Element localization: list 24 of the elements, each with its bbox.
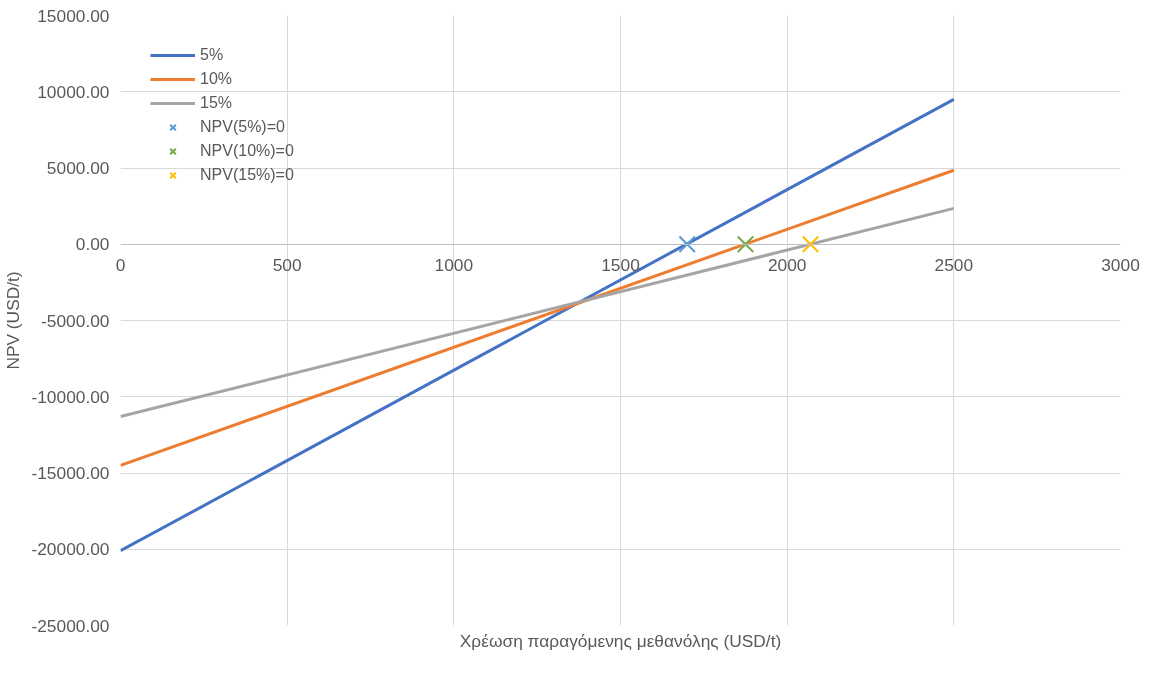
x-tick-label: 1500: [601, 254, 640, 275]
y-tick-label: -15000.00: [31, 463, 110, 483]
y-tick-label: -5000.00: [41, 310, 110, 331]
y-tick-label: 5000.00: [46, 158, 110, 178]
x-tick-label: 0: [115, 254, 126, 275]
y-axis-title: NPV (USD/t): [3, 271, 24, 370]
legend-label: 5%: [200, 46, 224, 64]
x-axis-title: Χρέωση παραγόμενης μεθανόλης (USD/t): [459, 630, 782, 651]
y-tick-label: -10000.00: [31, 386, 110, 407]
legend-label: NPV(5%)=0: [200, 118, 285, 136]
y-tick-label: 0.00: [75, 234, 110, 255]
x-tick-label: 3000: [1101, 254, 1140, 275]
legend-label: 10%: [200, 70, 233, 88]
y-tick-label: -20000.00: [31, 539, 110, 560]
x-tick-label: 2500: [934, 254, 974, 275]
x-tick-label: 500: [272, 254, 302, 275]
x-tick-label: 1000: [434, 254, 474, 275]
y-tick-label: 10000.00: [37, 81, 110, 102]
y-tick-label: 15000.00: [37, 5, 110, 26]
legend-label: 15%: [200, 94, 233, 112]
x-tick-label: 2000: [767, 254, 807, 275]
y-tick-label: -25000.00: [31, 615, 110, 636]
legend-label: NPV(15%)=0: [200, 166, 294, 184]
legend-label: NPV(10%)=0: [200, 142, 294, 160]
